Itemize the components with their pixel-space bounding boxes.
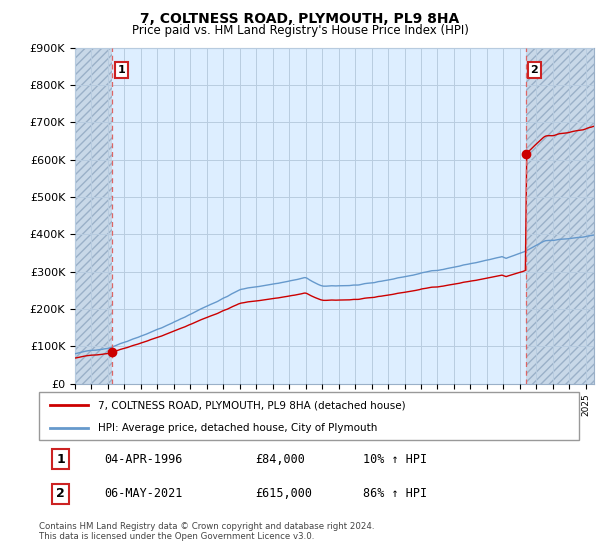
Text: Contains HM Land Registry data © Crown copyright and database right 2024.
This d: Contains HM Land Registry data © Crown c… bbox=[39, 522, 374, 542]
Text: 7, COLTNESS ROAD, PLYMOUTH, PL9 8HA: 7, COLTNESS ROAD, PLYMOUTH, PL9 8HA bbox=[140, 12, 460, 26]
Text: £84,000: £84,000 bbox=[255, 452, 305, 465]
Text: 2: 2 bbox=[530, 65, 538, 75]
Text: 04-APR-1996: 04-APR-1996 bbox=[104, 452, 182, 465]
Text: HPI: Average price, detached house, City of Plymouth: HPI: Average price, detached house, City… bbox=[98, 423, 378, 433]
Text: 1: 1 bbox=[118, 65, 125, 75]
Text: 2: 2 bbox=[56, 487, 65, 500]
Text: £615,000: £615,000 bbox=[255, 487, 312, 500]
Text: 10% ↑ HPI: 10% ↑ HPI bbox=[363, 452, 427, 465]
Text: 06-MAY-2021: 06-MAY-2021 bbox=[104, 487, 182, 500]
Text: 86% ↑ HPI: 86% ↑ HPI bbox=[363, 487, 427, 500]
Text: 1: 1 bbox=[56, 452, 65, 465]
Bar bbox=[526, 48, 594, 384]
Text: Price paid vs. HM Land Registry's House Price Index (HPI): Price paid vs. HM Land Registry's House … bbox=[131, 24, 469, 36]
Text: 7, COLTNESS ROAD, PLYMOUTH, PL9 8HA (detached house): 7, COLTNESS ROAD, PLYMOUTH, PL9 8HA (det… bbox=[98, 400, 406, 410]
Bar bbox=[75, 48, 112, 384]
